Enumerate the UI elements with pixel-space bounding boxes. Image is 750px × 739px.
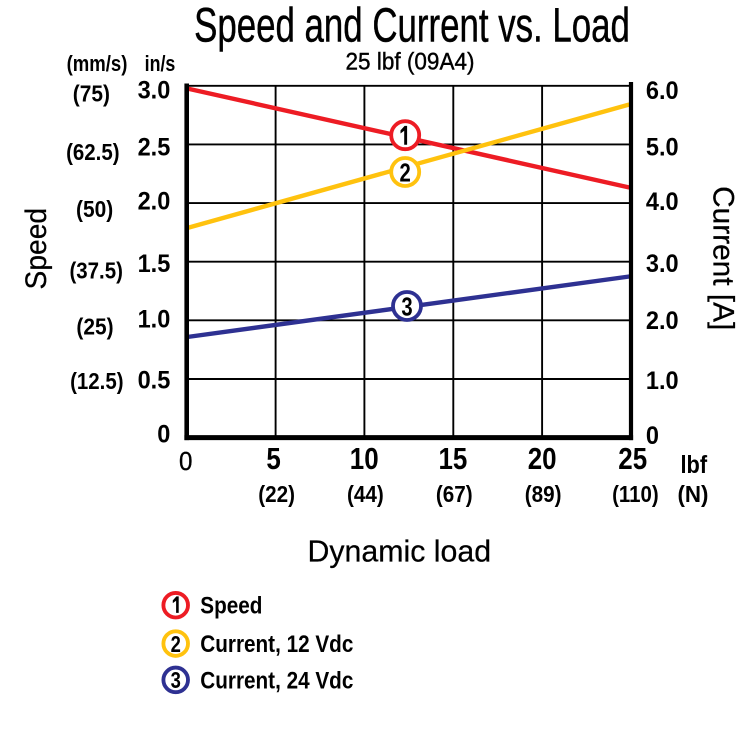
svg-text:15: 15 <box>438 441 467 475</box>
svg-text:Current [A]: Current [A] <box>706 186 739 330</box>
svg-text:Speed: Speed <box>200 592 262 619</box>
svg-text:2: 2 <box>400 158 411 187</box>
svg-text:in/s: in/s <box>145 52 176 76</box>
svg-text:2: 2 <box>171 632 181 657</box>
svg-text:25: 25 <box>618 441 647 475</box>
svg-text:(67): (67) <box>436 481 473 508</box>
svg-text:5: 5 <box>266 441 280 475</box>
svg-text:Speed and Current vs. Load: Speed and Current vs. Load <box>194 0 630 52</box>
svg-text:(mm/s): (mm/s) <box>67 53 128 77</box>
svg-text:2.5: 2.5 <box>138 134 171 162</box>
svg-text:0: 0 <box>157 421 170 449</box>
svg-text:25 lbf (09A4): 25 lbf (09A4) <box>345 48 474 75</box>
svg-text:1.0: 1.0 <box>138 306 171 334</box>
svg-text:(37.5): (37.5) <box>69 257 122 283</box>
svg-text:(N): (N) <box>678 480 709 507</box>
svg-text:3: 3 <box>401 292 412 321</box>
svg-text:1.5: 1.5 <box>138 250 171 278</box>
svg-text:3.0: 3.0 <box>646 250 679 278</box>
svg-text:Speed: Speed <box>20 208 53 290</box>
svg-text:Current, 12 Vdc: Current, 12 Vdc <box>200 631 353 658</box>
svg-text:(12.5): (12.5) <box>70 368 123 394</box>
svg-text:Dynamic load: Dynamic load <box>307 534 491 568</box>
svg-text:(110): (110) <box>612 481 659 508</box>
svg-text:(75): (75) <box>73 81 110 107</box>
svg-text:(62.5): (62.5) <box>66 139 119 165</box>
svg-text:4.0: 4.0 <box>646 188 679 216</box>
svg-text:(25): (25) <box>76 313 113 339</box>
svg-text:(22): (22) <box>258 481 295 508</box>
svg-text:2.0: 2.0 <box>646 307 679 335</box>
svg-text:(44): (44) <box>347 481 384 508</box>
svg-text:0.5: 0.5 <box>138 367 171 395</box>
svg-text:0: 0 <box>179 447 192 476</box>
svg-text:10: 10 <box>350 441 379 475</box>
svg-text:Current, 24 Vdc: Current, 24 Vdc <box>200 667 353 694</box>
svg-text:20: 20 <box>528 441 557 475</box>
svg-text:3: 3 <box>171 668 181 693</box>
svg-text:(89): (89) <box>525 481 562 508</box>
svg-text:0: 0 <box>646 422 659 450</box>
svg-text:6.0: 6.0 <box>646 77 679 105</box>
svg-text:lbf: lbf <box>681 451 708 479</box>
svg-text:1.0: 1.0 <box>646 367 679 395</box>
svg-text:(50): (50) <box>76 196 113 222</box>
svg-text:5.0: 5.0 <box>646 134 679 162</box>
svg-text:2.0: 2.0 <box>138 188 171 216</box>
svg-text:3.0: 3.0 <box>138 77 171 105</box>
